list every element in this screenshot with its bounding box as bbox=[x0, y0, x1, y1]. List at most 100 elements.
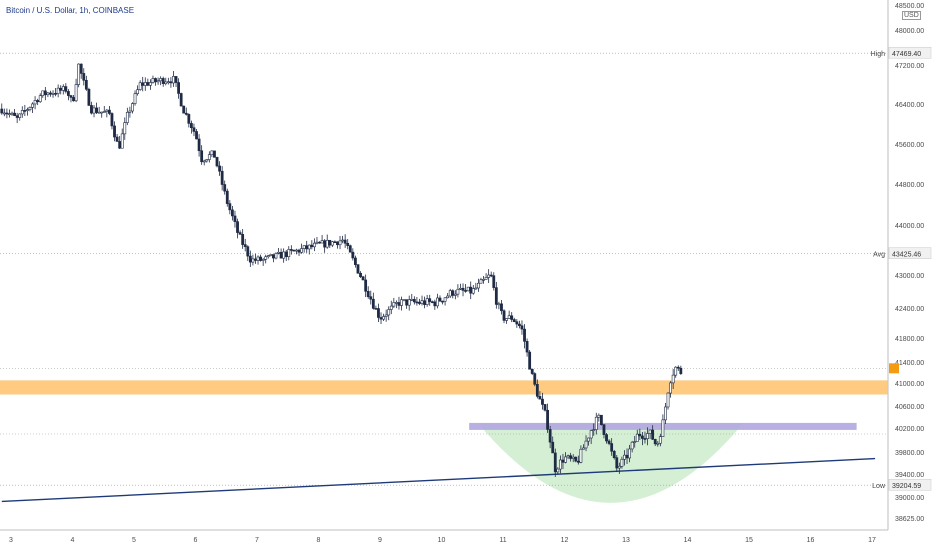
candle-body bbox=[623, 454, 626, 460]
candle-body bbox=[438, 297, 442, 302]
x-tick-label: 12 bbox=[561, 537, 569, 544]
candle-body bbox=[330, 241, 334, 246]
candle-body bbox=[136, 89, 139, 94]
candle-body bbox=[56, 87, 60, 94]
candle-body bbox=[228, 203, 232, 211]
candle-body bbox=[172, 76, 175, 84]
candle-body bbox=[200, 150, 204, 163]
candle-body bbox=[246, 246, 250, 257]
candle-body bbox=[274, 253, 278, 259]
candle-body bbox=[197, 138, 201, 152]
candle-body bbox=[471, 288, 475, 294]
candle-body bbox=[638, 433, 642, 437]
candle-body bbox=[538, 396, 542, 400]
candle-body bbox=[653, 439, 657, 445]
candle-body bbox=[269, 254, 273, 256]
candle-body bbox=[366, 291, 370, 297]
candle-body bbox=[610, 443, 614, 452]
candle-body bbox=[410, 298, 414, 301]
candle-body bbox=[236, 221, 239, 233]
candle-body bbox=[67, 91, 70, 96]
candle-body bbox=[671, 374, 675, 384]
candle-body bbox=[661, 419, 665, 437]
candle-body bbox=[202, 160, 206, 163]
candle-body bbox=[325, 239, 329, 248]
candle-body bbox=[617, 465, 621, 469]
candle-body bbox=[95, 107, 98, 113]
candle-body bbox=[97, 111, 101, 114]
candle-body bbox=[110, 113, 114, 127]
candle-body bbox=[612, 450, 616, 458]
candle-body bbox=[377, 308, 380, 318]
candle-body bbox=[461, 287, 465, 291]
candle-body bbox=[159, 78, 163, 82]
candle-body bbox=[154, 78, 157, 83]
trendline[interactable] bbox=[1, 457, 876, 503]
candle-body bbox=[658, 436, 662, 444]
candle-body bbox=[676, 366, 680, 369]
candle-body bbox=[156, 80, 160, 83]
reference-value-low: 39204.59 bbox=[892, 483, 921, 490]
candle-body bbox=[307, 244, 311, 250]
candle-body bbox=[64, 86, 68, 92]
candle-body bbox=[561, 459, 565, 463]
candle-body bbox=[571, 456, 575, 459]
candle-body bbox=[33, 100, 37, 105]
candle-body bbox=[179, 93, 183, 107]
cup-pattern-shape[interactable] bbox=[478, 423, 743, 503]
candle-body bbox=[333, 241, 337, 244]
candle-body bbox=[341, 239, 344, 242]
candle-body bbox=[553, 452, 557, 473]
candle-body bbox=[389, 305, 393, 310]
candle-body bbox=[651, 429, 655, 440]
candle-body bbox=[574, 456, 578, 462]
reference-label-avg: Avg bbox=[873, 252, 885, 259]
candle-body bbox=[679, 367, 683, 374]
candle-body bbox=[448, 290, 452, 297]
candle-body bbox=[36, 100, 40, 103]
candle-body bbox=[492, 275, 496, 288]
candle-body bbox=[384, 314, 388, 317]
candle-body bbox=[523, 328, 526, 342]
candle-body bbox=[69, 95, 73, 98]
candle-body bbox=[238, 232, 242, 235]
candle-body bbox=[187, 114, 191, 124]
candle-body bbox=[49, 92, 52, 95]
chart-title: Bitcoin / U.S. Dollar, 1h, COINBASE bbox=[6, 6, 135, 15]
candle-body bbox=[123, 122, 127, 135]
x-tick-label: 9 bbox=[378, 537, 382, 544]
candle-body bbox=[512, 319, 516, 322]
candle-body bbox=[128, 110, 132, 113]
resistance-zone[interactable] bbox=[0, 380, 888, 395]
candle-body bbox=[466, 286, 470, 292]
candle-body bbox=[607, 440, 611, 444]
candle-body bbox=[635, 433, 639, 442]
candle-body bbox=[284, 251, 288, 258]
x-tick-label: 8 bbox=[317, 537, 321, 544]
candle-body bbox=[51, 93, 55, 95]
candle-body bbox=[297, 249, 301, 253]
candle-body bbox=[2, 112, 6, 115]
candle-body bbox=[31, 103, 34, 108]
y-tick-label: 41400.00 bbox=[895, 360, 924, 367]
candle-body bbox=[551, 441, 555, 454]
candle-body bbox=[0, 108, 4, 114]
candle-body bbox=[23, 110, 27, 112]
candle-body bbox=[597, 414, 601, 418]
candle-body bbox=[487, 274, 491, 278]
candle-body bbox=[312, 242, 316, 248]
candle-body bbox=[441, 300, 444, 303]
candle-body bbox=[277, 251, 280, 254]
candle-body bbox=[233, 215, 237, 222]
candle-body bbox=[318, 241, 321, 244]
candle-body bbox=[120, 133, 124, 149]
candle-body bbox=[213, 150, 216, 158]
currency-badge[interactable]: USD bbox=[902, 11, 921, 20]
candle-body bbox=[251, 258, 255, 263]
candle-body bbox=[15, 115, 19, 118]
candle-body bbox=[628, 448, 631, 459]
candle-body bbox=[266, 255, 270, 258]
current-price-marker[interactable] bbox=[889, 363, 899, 374]
y-tick-label: 44000.00 bbox=[895, 223, 924, 230]
